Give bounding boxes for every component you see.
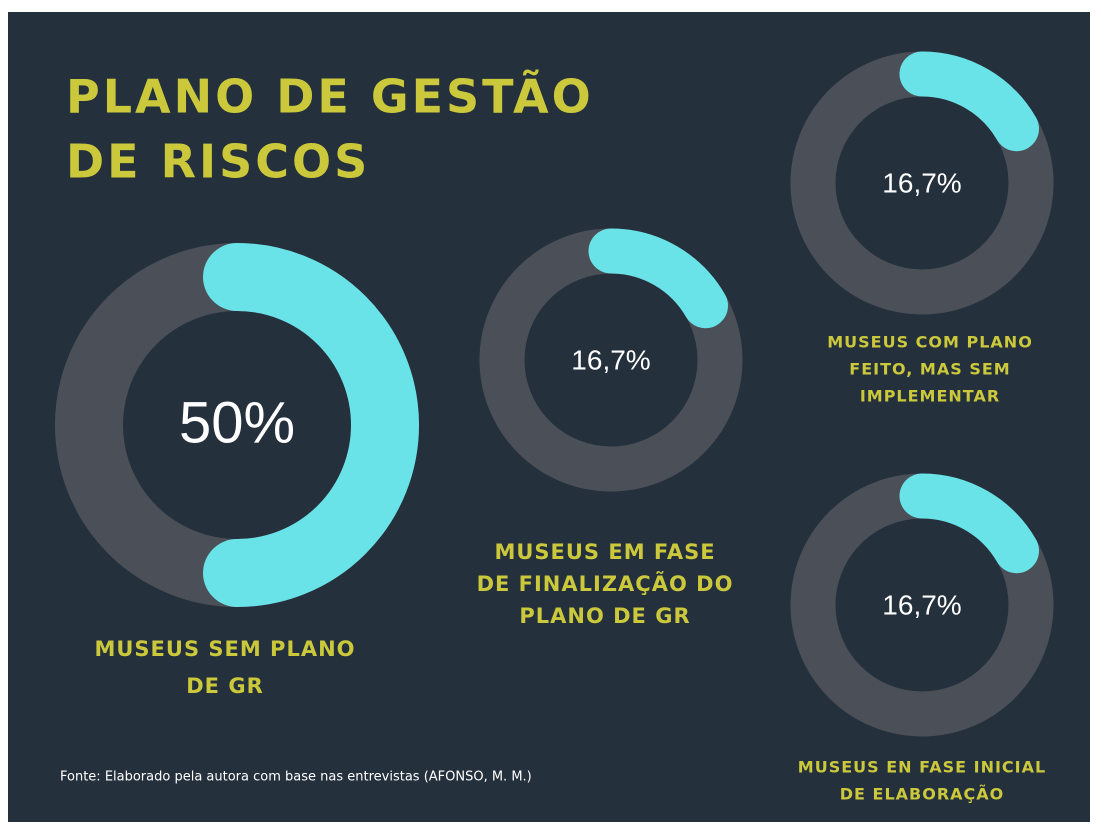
background: [8, 12, 1090, 822]
caption: IMPLEMENTAR: [860, 387, 1000, 406]
value-label: 16,7%: [571, 344, 650, 375]
caption: DE GR: [186, 674, 264, 698]
caption: MUSEUS COM PLANO: [827, 333, 1033, 352]
value-label: 16,7%: [882, 589, 961, 620]
donut-arc: [899, 473, 1040, 574]
title-line: DE RISCOS: [66, 135, 370, 189]
title-line: PLANO DE GESTÃO: [66, 69, 594, 124]
caption: PLANO DE GR: [519, 604, 690, 628]
value-label: 16,7%: [882, 167, 961, 198]
caption: DE ELABORAÇÃO: [840, 785, 1005, 804]
caption: MUSEUS EN FASE INICIAL: [798, 758, 1046, 777]
source: Fonte: Elaborado pela autora com base na…: [60, 770, 532, 785]
caption: FEITO, MAS SEM: [849, 360, 1010, 379]
donut-arc: [203, 243, 419, 607]
caption: MUSEUS EM FASE: [494, 540, 715, 564]
donut-arc: [588, 228, 729, 329]
donut-arc: [899, 51, 1040, 152]
caption: DE FINALIZAÇÃO DO: [477, 571, 734, 596]
value-label: 50%: [179, 390, 295, 455]
caption: MUSEUS SEM PLANO: [94, 637, 355, 661]
